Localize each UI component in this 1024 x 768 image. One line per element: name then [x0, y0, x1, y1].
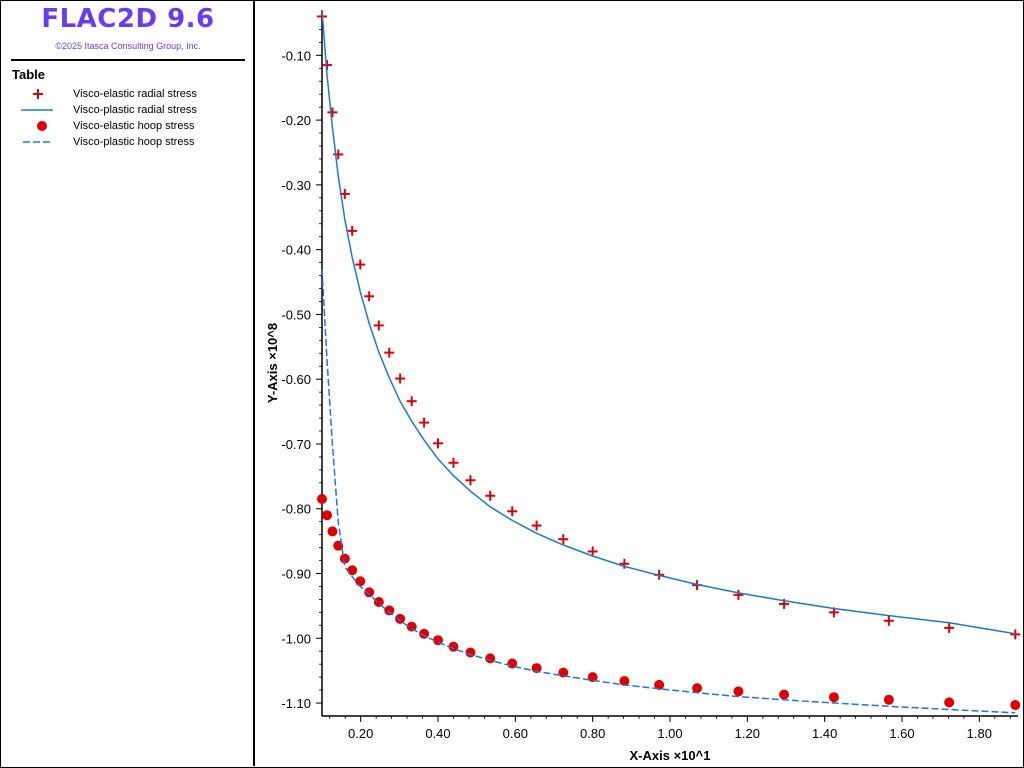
- dot-point: [654, 679, 665, 690]
- dot-marker-icon: [37, 121, 47, 131]
- legend-panel: FLAC2D 9.6 ©2025 Itasca Consulting Group…: [1, 1, 255, 766]
- dot-point: [419, 628, 430, 639]
- plus-marker-icon: [33, 89, 43, 99]
- plus-point: [327, 107, 338, 118]
- plus-point: [944, 622, 955, 633]
- plus-point: [419, 417, 430, 428]
- plus-point: [395, 373, 406, 384]
- plus-point: [531, 520, 542, 531]
- x-tick-label: 1.00: [657, 726, 682, 741]
- plus-point: [347, 225, 358, 236]
- dot-point: [1010, 699, 1021, 710]
- y-tick-label: -0.30: [281, 178, 311, 193]
- dot-point: [317, 494, 327, 505]
- x-tick-label: 0.80: [580, 726, 605, 741]
- app-title: FLAC2D 9.6: [41, 4, 215, 34]
- dot-point: [485, 653, 496, 664]
- plus-point: [465, 475, 476, 486]
- x-tick-label: 1.40: [812, 726, 837, 741]
- divider: [11, 59, 245, 61]
- x-tick-label: 1.20: [735, 726, 760, 741]
- dot-point: [619, 676, 630, 687]
- series-plus: [317, 11, 1021, 640]
- y-tick-label: -1.00: [281, 631, 311, 646]
- plus-point: [448, 457, 459, 468]
- dashed-line-icon: [23, 141, 53, 143]
- dot-point: [733, 686, 744, 697]
- dot-point: [465, 647, 476, 658]
- solid-line-icon: [21, 109, 53, 111]
- x-axis-label: X-Axis ×10^1: [630, 748, 711, 763]
- x-tick-label: 1.60: [889, 726, 914, 741]
- x-tick-label: 0.20: [348, 726, 373, 741]
- plus-point: [883, 615, 894, 626]
- plus-point: [384, 347, 395, 358]
- dot-point: [944, 697, 955, 708]
- legend-item-visco-elastic-hoop[interactable]: Visco-elastic hoop stress: [11, 119, 251, 133]
- dashed-series-line: [321, 269, 1016, 714]
- solid-series-line: [321, 9, 1016, 635]
- y-axis-label: Y-Axis ×10^8: [265, 323, 280, 403]
- dot-point: [779, 689, 790, 700]
- plus-point: [587, 546, 598, 557]
- dot-point: [355, 576, 366, 587]
- series-dot: [317, 494, 1021, 710]
- series-layer: [317, 9, 1021, 714]
- dot-point: [339, 553, 350, 564]
- legend-label: Visco-plastic hoop stress: [73, 136, 195, 148]
- y-tick-label: -0.90: [281, 567, 311, 582]
- dot-point: [692, 683, 703, 694]
- dot-point: [395, 613, 406, 624]
- y-tick-label: -0.10: [281, 48, 311, 63]
- plus-point: [355, 259, 366, 270]
- y-tick-label: -0.50: [281, 307, 311, 322]
- dot-point: [384, 605, 395, 616]
- dot-point: [364, 587, 375, 598]
- legend-item-visco-plastic-hoop[interactable]: Visco-plastic hoop stress: [11, 135, 251, 149]
- dot-point: [883, 694, 894, 705]
- dot-point: [327, 526, 338, 537]
- plus-point: [406, 396, 417, 407]
- plus-point: [364, 291, 375, 302]
- plus-point: [485, 490, 496, 501]
- dot-point: [322, 510, 333, 521]
- x-tick-label: 0.60: [503, 726, 528, 741]
- legend-item-visco-plastic-radial[interactable]: Visco-plastic radial stress: [11, 103, 251, 117]
- legend-label: Visco-elastic radial stress: [73, 88, 197, 100]
- series-solid: [321, 9, 1016, 635]
- plus-point: [1010, 629, 1021, 640]
- dot-point: [448, 641, 459, 652]
- dot-point: [406, 621, 417, 632]
- y-tick-label: -0.60: [281, 372, 311, 387]
- copyright-text: ©2025 Itasca Consulting Group, Inc.: [55, 41, 201, 51]
- y-tick-label: -0.80: [281, 502, 311, 517]
- axes: -0.10 -0.20 -0.30 -0.40 -0.50 -0.60 -0.70 -0.80…: [281, 10, 1018, 741]
- legend-label: Visco-plastic radial stress: [73, 104, 197, 116]
- plus-point: [507, 506, 518, 517]
- dot-point: [347, 565, 358, 576]
- legend-title: Table: [12, 67, 45, 82]
- y-tick-label: -0.40: [281, 243, 311, 258]
- legend-item-visco-elastic-radial[interactable]: Visco-elastic radial stress: [11, 87, 251, 101]
- plus-point: [733, 589, 744, 600]
- y-tick-label: -1.10: [281, 696, 311, 711]
- x-tick-label: 1.80: [967, 726, 992, 741]
- plus-point: [433, 438, 443, 449]
- legend-label: Visco-elastic hoop stress: [73, 120, 195, 132]
- dot-point: [828, 692, 839, 703]
- dot-point: [373, 597, 384, 608]
- plus-point: [558, 534, 569, 545]
- dot-point: [587, 672, 598, 683]
- plus-point: [373, 320, 384, 331]
- y-tick-label: -0.70: [281, 437, 311, 452]
- dot-point: [558, 667, 569, 678]
- y-tick-label: -0.20: [281, 113, 311, 128]
- x-tick-label: 0.40: [425, 726, 450, 741]
- series-dashed: [321, 269, 1016, 714]
